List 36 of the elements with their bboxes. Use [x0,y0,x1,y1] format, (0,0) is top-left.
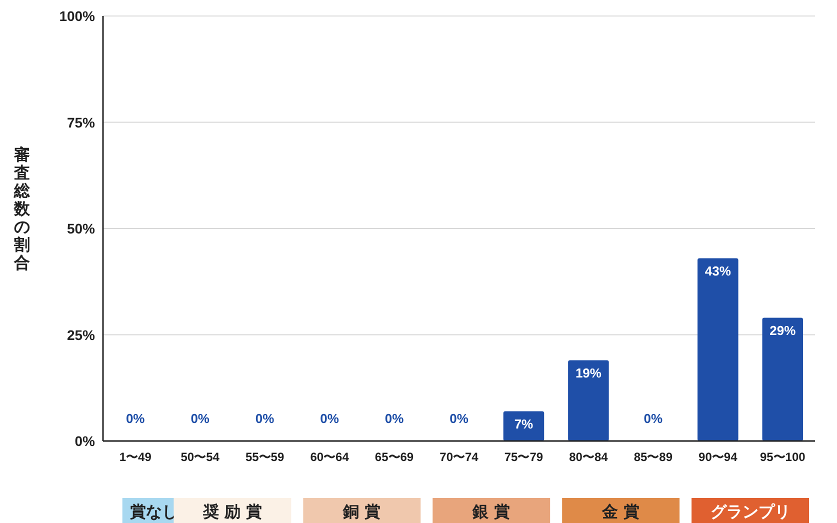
data-label: 0% [450,411,469,426]
y-tick-label: 25% [66,326,96,343]
x-tick-label: 50〜54 [180,450,220,464]
text: 奨 励 賞 [202,502,262,521]
text: 金 賞 [601,502,640,521]
x-tick-label: 65〜69 [374,450,414,464]
text: 銀 賞 [472,502,510,521]
x-tick-label: 80〜84 [569,450,608,464]
y-tick-label: 50% [66,220,96,236]
data-label: 7% [514,416,534,432]
y-axis-title: 審査総数の割合 [13,145,31,272]
x-tick-label: 90〜94 [698,450,738,464]
y-tick-label: 100% [59,8,96,24]
x-tick-label: 55〜59 [245,450,284,464]
data-label: 0% [644,411,664,426]
data-label: 43% [704,263,732,278]
data-label: 0% [384,411,404,426]
text: 銅 賞 [342,502,381,521]
x-tick-label: 85〜89 [634,450,673,464]
data-label: 29% [770,322,796,338]
x-tick-label: 75〜79 [504,450,544,464]
data-label: 0% [255,411,275,426]
data-label: 19% [575,365,602,380]
data-label: 0% [126,411,146,426]
bar [568,360,609,441]
text: グランプリ [710,502,790,521]
x-tick-label: 95〜100 [760,450,806,464]
data-label: 0% [190,411,210,426]
bar [698,258,738,441]
x-tick-label: 1〜49 [119,450,152,464]
x-tick-label: 60〜64 [310,450,350,464]
data-label: 0% [320,411,340,426]
y-tick-label: 75% [66,114,96,130]
y-tick-label: 0% [74,433,96,449]
bar [762,318,804,441]
x-tick-label: 70〜74 [440,450,479,464]
